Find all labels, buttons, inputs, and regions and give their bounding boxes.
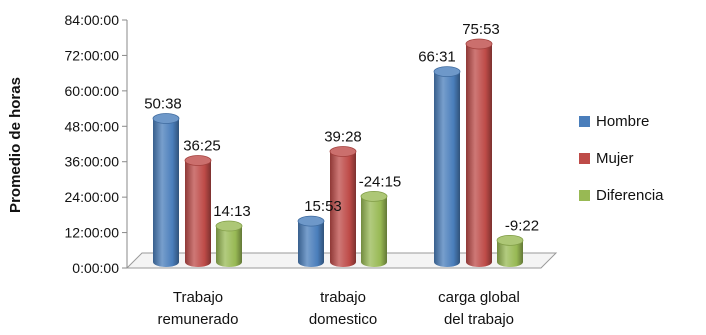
y-axis: 0:00:00 12:00:00 24:00:00 36:00:00 48:00:00 6…	[65, 12, 128, 276]
y-tick-label: 0:00:00	[72, 260, 119, 276]
category-label: trabajo domestico	[309, 289, 377, 328]
data-label: 50:38	[144, 96, 182, 113]
bar	[465, 38, 493, 267]
bar	[433, 66, 461, 267]
bar-body	[298, 221, 324, 267]
legend-item: Hombre	[579, 113, 649, 130]
y-tick-label: 84:00:00	[65, 12, 120, 28]
bar-body	[434, 71, 460, 267]
category-label: Trabajo remunerado	[158, 289, 239, 328]
y-tick-label: 12:00:00	[65, 225, 120, 241]
data-label: -9:22	[505, 217, 539, 234]
y-tick-label: 36:00:00	[65, 154, 120, 170]
bar-top	[433, 66, 461, 78]
bar-top	[329, 146, 357, 157]
bar-body	[466, 43, 492, 267]
y-tick-label: 60:00:00	[65, 83, 120, 99]
bar-body	[153, 118, 179, 268]
data-labels: 50:38 36:25 14:13 15:53 39:28 -24:15 66:31 75:5…	[144, 21, 539, 234]
bar-top	[465, 38, 493, 50]
data-label: 14:13	[213, 203, 251, 220]
bar	[297, 215, 325, 267]
bar-body	[185, 160, 211, 267]
legend-item: Mujer	[579, 150, 634, 167]
data-label: -24:15	[359, 173, 402, 190]
bar-top	[152, 113, 180, 124]
bar-body	[330, 151, 356, 267]
y-axis-title: Promedio de horas	[7, 77, 24, 213]
bar-top	[496, 234, 524, 246]
bar	[329, 146, 357, 267]
data-label: 75:53	[462, 21, 500, 38]
y-tick-label: 24:00:00	[65, 189, 120, 205]
data-label: 39:28	[324, 128, 362, 145]
x-axis-labels: Trabajo remunerado trabajo domestico carga g…	[158, 289, 520, 328]
bar	[152, 113, 180, 268]
bar-body	[216, 226, 242, 267]
legend-label: Diferencia	[596, 187, 664, 204]
legend-item: Diferencia	[579, 187, 664, 204]
bar-top	[215, 220, 243, 232]
category-label: carga global del trabajo	[438, 289, 520, 328]
bar	[496, 234, 524, 267]
legend-swatch	[579, 153, 590, 164]
bar-top	[184, 155, 212, 166]
legend-swatch	[579, 116, 590, 127]
bar-top	[360, 191, 388, 202]
bar-top	[297, 215, 325, 227]
data-label: 66:31	[418, 49, 456, 66]
bar	[360, 191, 388, 267]
bar	[215, 220, 243, 267]
legend-label: Mujer	[596, 150, 634, 167]
bar-body	[361, 196, 387, 267]
legend: Hombre Mujer Diferencia	[579, 113, 664, 204]
data-label: 15:53	[304, 198, 342, 215]
bars	[152, 38, 524, 268]
legend-label: Hombre	[596, 113, 649, 130]
bar-body	[497, 240, 523, 267]
y-tick-label: 48:00:00	[65, 118, 120, 134]
y-tick-label: 72:00:00	[65, 47, 120, 63]
bar	[184, 155, 212, 267]
data-label: 36:25	[183, 137, 221, 154]
legend-swatch	[579, 190, 590, 201]
